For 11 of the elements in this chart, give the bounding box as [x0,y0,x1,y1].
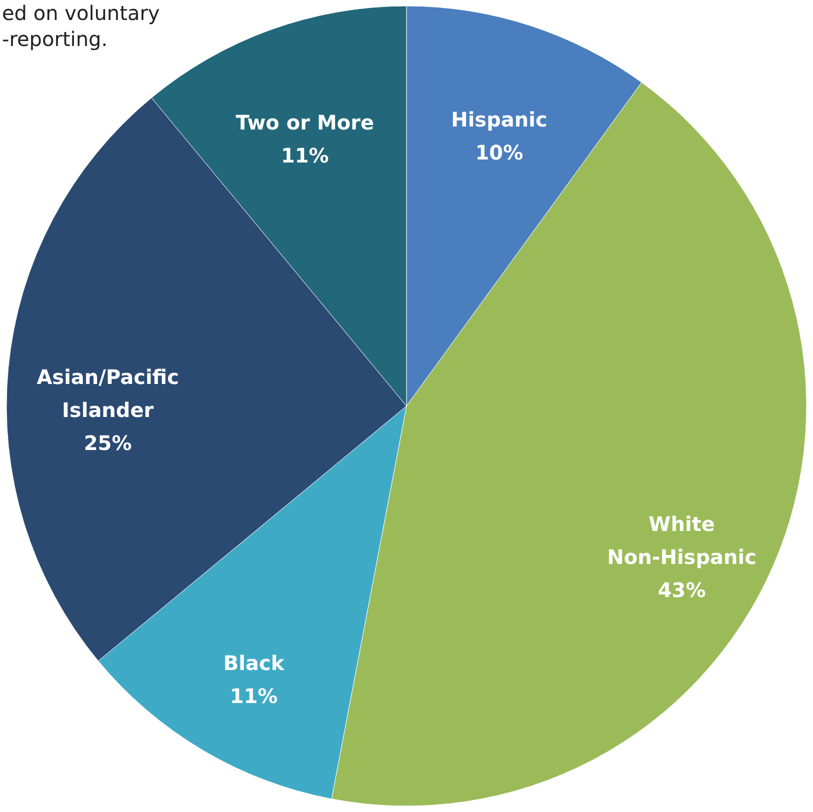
slice-label: Black [223,651,285,676]
slice-label: White Non-Hispanic [607,512,756,570]
data-label: 11% [280,144,329,168]
text: ed on voluntary -reporting. [2,1,160,51]
slice-label: Two or More [236,110,374,135]
slice-label: Asian/Pacific Islander [36,364,179,422]
data-label: 25% [84,430,132,455]
data-label: 10% [475,140,524,165]
data-label: 11% [230,684,278,708]
data-label: 43% [658,578,706,602]
slice-label: Hispanic [451,108,548,132]
